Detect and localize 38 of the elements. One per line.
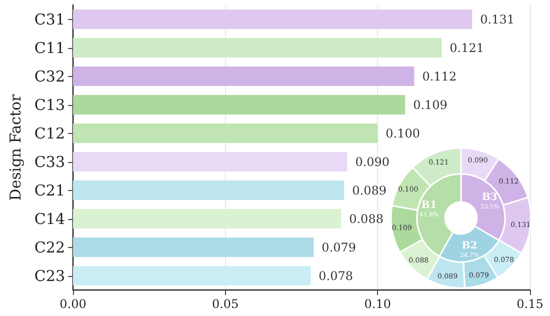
bar: [73, 180, 344, 200]
data-label: 0.121: [450, 40, 484, 55]
x-tick-label: 0.15: [516, 297, 544, 311]
data-label: 0.090: [355, 154, 390, 169]
data-label: 0.088: [349, 212, 384, 226]
x-tick-label: 0.10: [364, 297, 392, 311]
y-tick-label: C22: [34, 238, 65, 256]
slice-label: B2: [462, 240, 478, 252]
data-label: 0.089: [352, 183, 387, 198]
data-label: 0.131: [480, 12, 514, 26]
y-tick-label: C33: [34, 152, 65, 171]
bar: [73, 95, 406, 114]
y-axis-title: Design Factor: [6, 93, 24, 201]
bar: [73, 238, 314, 257]
data-label: 0.109: [413, 98, 448, 112]
bar: [73, 38, 442, 58]
x-tick-label: 0.00: [60, 297, 86, 311]
y-tick-label: C21: [34, 181, 65, 200]
bar: [73, 66, 414, 86]
bar: [73, 266, 311, 286]
slice-label: B3: [482, 192, 498, 204]
y-tick-label: C23: [34, 266, 65, 285]
data-label: 0.112: [422, 69, 457, 84]
bar: [73, 209, 342, 228]
data-label: 0.100: [386, 126, 420, 140]
bar: [73, 124, 378, 143]
bar: [73, 10, 472, 29]
y-tick-label: C14: [34, 210, 65, 228]
y-tick-label: C32: [34, 67, 65, 86]
data-label: 0.078: [318, 268, 353, 283]
y-tick-label: C13: [34, 96, 65, 114]
y-tick-label: C12: [34, 124, 65, 142]
slice-label: B1: [421, 200, 437, 212]
y-tick-label: C11: [34, 38, 65, 57]
y-tick-label: C31: [34, 10, 65, 28]
data-label: 0.079: [322, 240, 356, 254]
x-tick-label: 0.05: [212, 297, 239, 311]
bar: [73, 152, 348, 172]
